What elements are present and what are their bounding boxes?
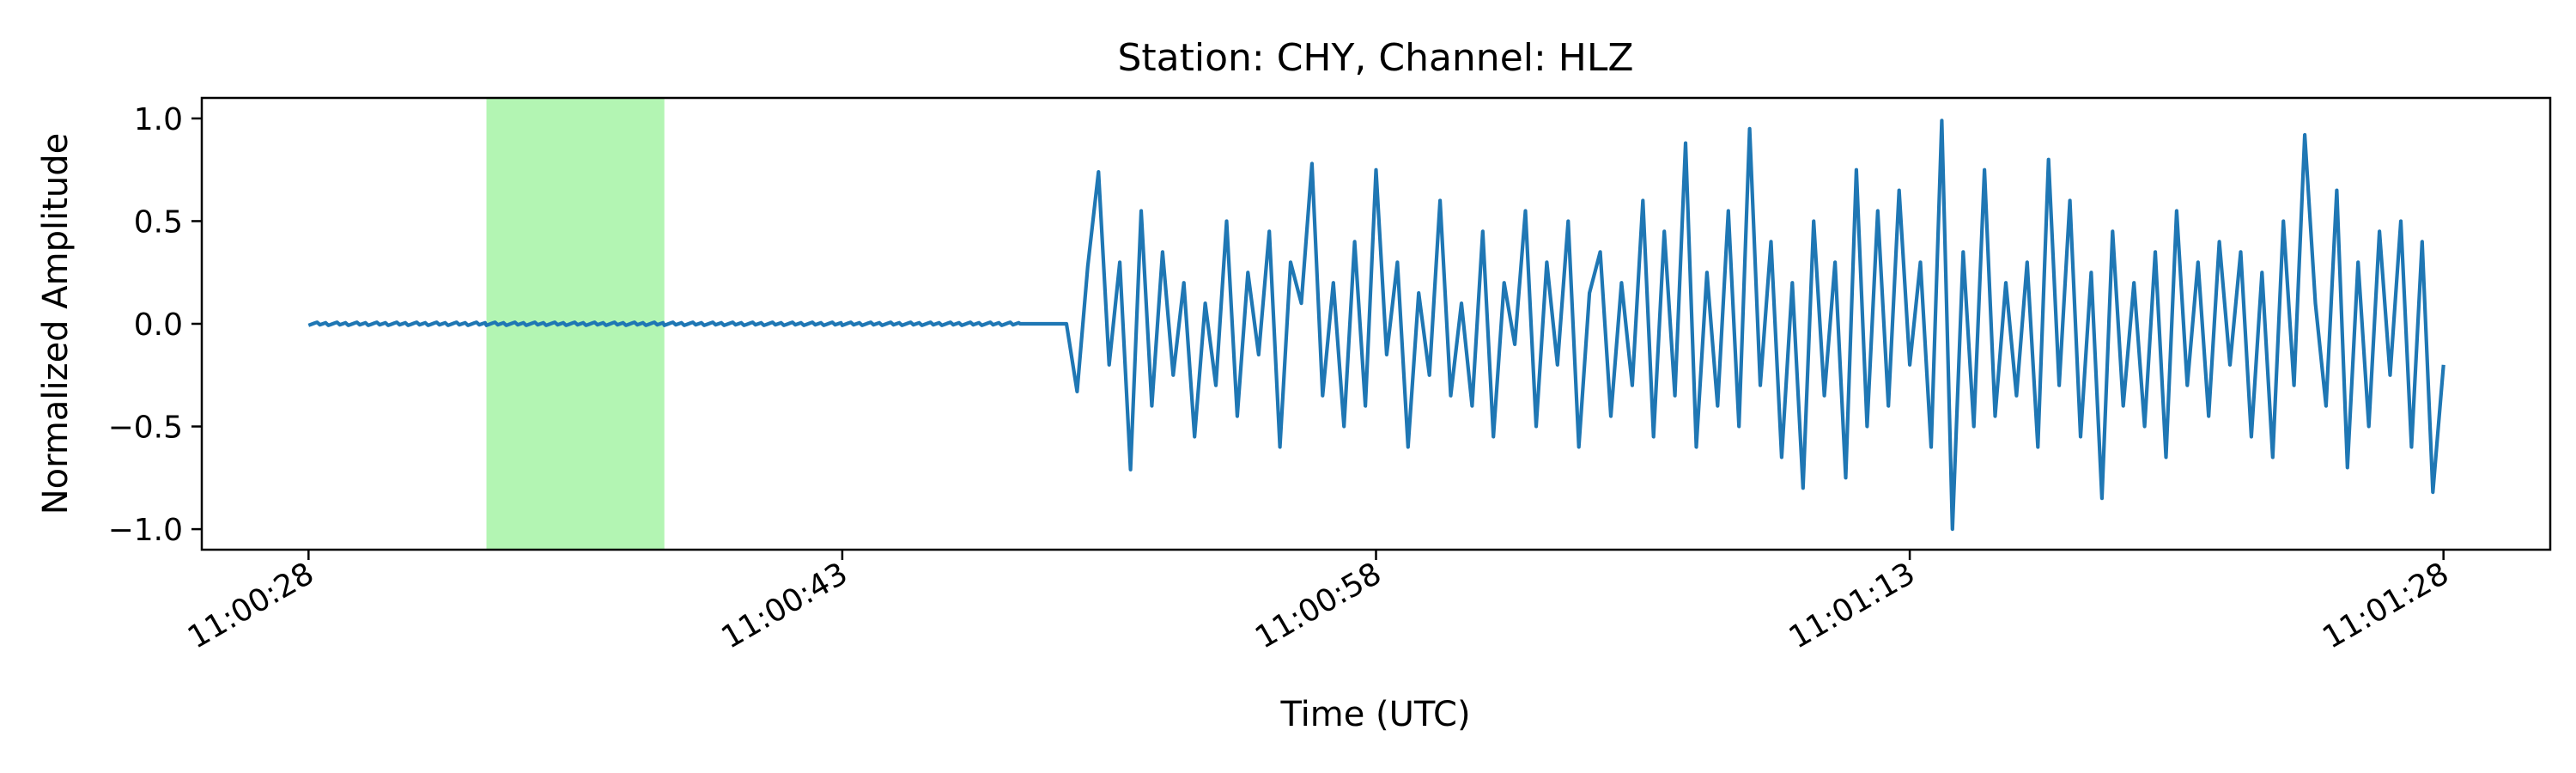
y-tick-label-4: −1.0 — [108, 513, 183, 548]
y-tick-label-0: 1.0 — [134, 102, 183, 137]
y-axis-ticks: 1.0 0.5 0.0 −0.5 −1.0 — [108, 102, 202, 548]
x-tick-label-4: 11:01:28 — [2317, 556, 2455, 655]
chart-title: Station: CHY, Channel: HLZ — [1117, 36, 1633, 80]
x-tick-label-0: 11:00:28 — [182, 556, 320, 655]
y-tick-label-2: 0.0 — [134, 307, 183, 343]
series-line-0 — [307, 119, 2445, 532]
x-tick-label-1: 11:00:43 — [716, 556, 854, 655]
y-tick-label-3: −0.5 — [108, 411, 183, 446]
plot-area — [200, 96, 2552, 551]
x-tick-label-3: 11:01:13 — [1783, 556, 1922, 655]
x-axis-label: Time (UTC) — [1279, 695, 1470, 734]
y-tick-label-1: 0.5 — [134, 204, 183, 240]
x-axis-ticks: 11:00:28 11:00:43 11:00:58 11:01:13 11:01:28 — [182, 550, 2455, 656]
y-axis-label: Normalized Amplitude — [36, 133, 76, 515]
x-tick-label-2: 11:00:58 — [1249, 556, 1388, 655]
